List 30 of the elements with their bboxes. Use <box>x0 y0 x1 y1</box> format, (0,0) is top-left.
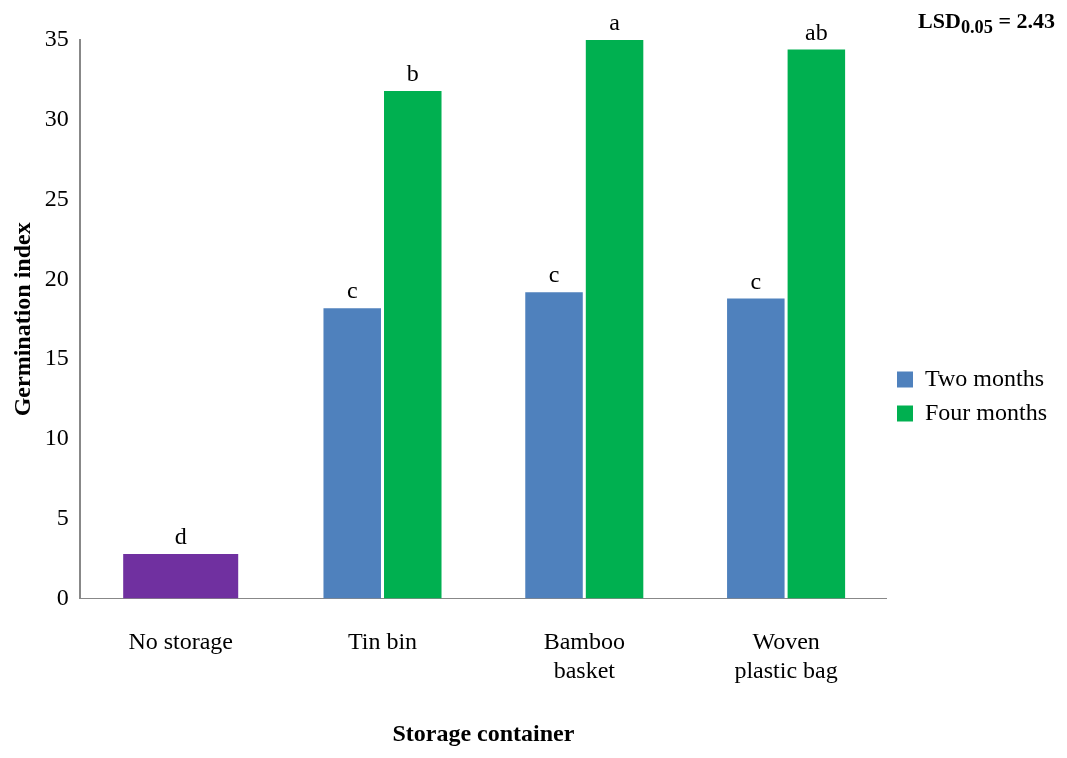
x-tick-label: Woven plastic bag <box>734 628 838 684</box>
legend-label: Four months <box>924 398 1047 425</box>
legend-label: Two months <box>924 364 1044 391</box>
y-tick-label: 5 <box>56 504 69 531</box>
annotation: c <box>750 267 762 294</box>
bar <box>323 308 381 599</box>
annotation: c <box>548 261 560 288</box>
bar <box>727 298 785 599</box>
annotation: b <box>406 60 419 87</box>
y-tick-label: 15 <box>44 344 69 371</box>
x-axis-title: Storage container <box>392 719 575 746</box>
x-tick-label: Tin bin <box>347 628 418 655</box>
annotation: a <box>609 9 621 36</box>
bar <box>585 40 644 599</box>
bar <box>787 49 846 599</box>
annotation: c <box>346 277 358 304</box>
y-tick-label: 10 <box>44 424 69 451</box>
annotation: d <box>174 523 187 550</box>
y-tick-label: 25 <box>44 184 69 211</box>
bar <box>525 292 583 599</box>
y-tick-label: 0 <box>56 583 69 610</box>
y-tick-label: 30 <box>44 105 69 132</box>
y-tick-label: 20 <box>44 264 69 291</box>
annotation: ab <box>805 18 828 45</box>
x-tick-label: Bamboo basket <box>543 628 625 684</box>
x-tick-label: No storage <box>128 628 234 655</box>
text: LSD$_{0.05}$ = 2.43 <box>918 8 1055 39</box>
y-axis-title: Germination index <box>8 222 35 417</box>
y-tick-label: 35 <box>44 25 69 52</box>
bar <box>384 91 442 599</box>
